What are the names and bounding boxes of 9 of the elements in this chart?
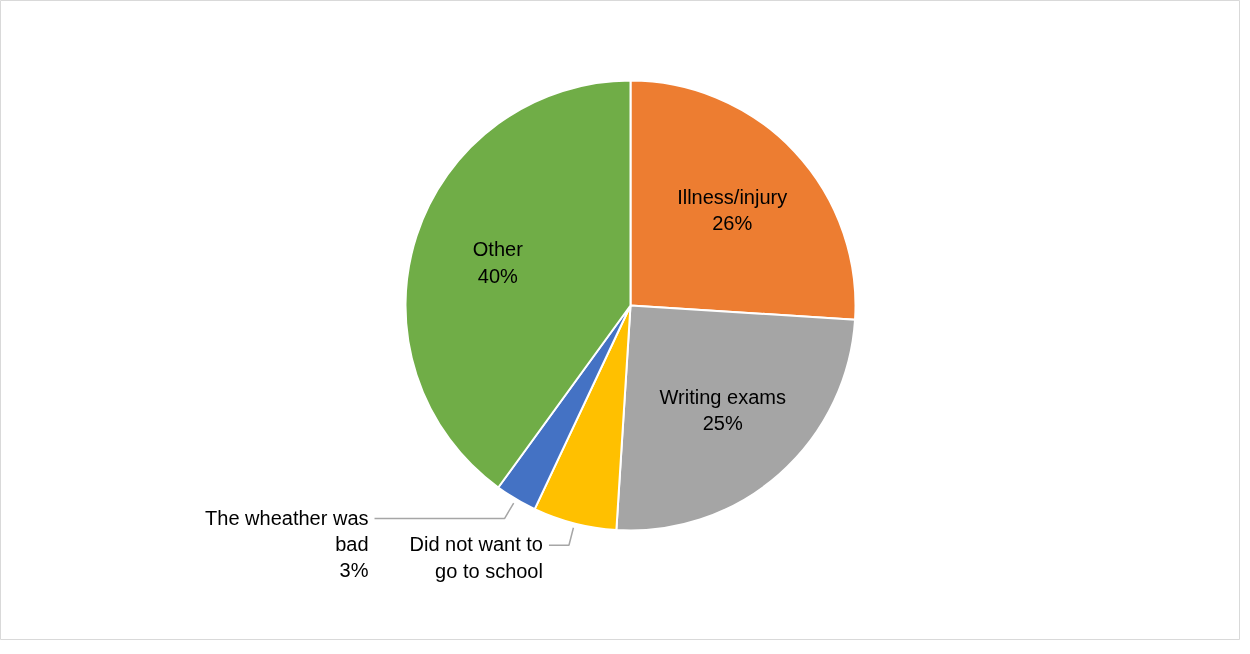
data-label: 26% xyxy=(712,212,753,235)
slice-label: Illness/injury xyxy=(677,185,788,208)
data-label: 40% xyxy=(477,264,519,287)
slice-label: Other xyxy=(472,238,524,261)
slice-label: Writing exams xyxy=(659,385,786,408)
slice-label: Did not want to go to school xyxy=(409,533,543,582)
slice-label: The wheather was bad xyxy=(205,506,369,555)
data-label: 3% xyxy=(339,559,369,582)
data-label: 25% xyxy=(702,412,743,435)
